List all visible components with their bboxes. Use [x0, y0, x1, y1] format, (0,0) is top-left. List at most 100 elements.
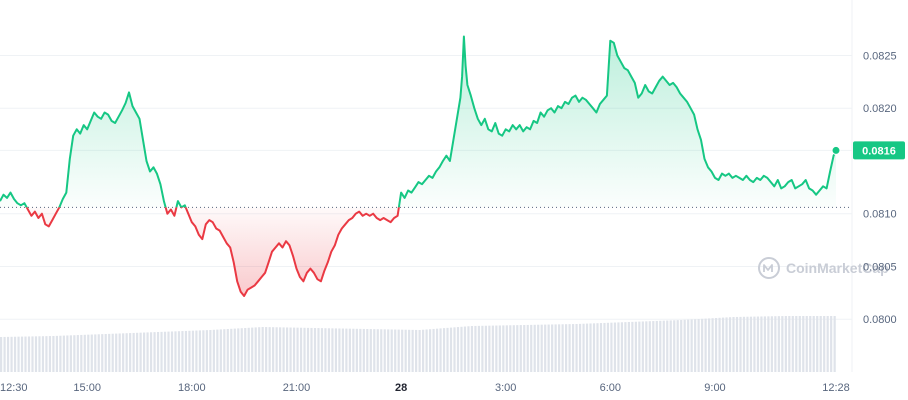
volume-bar	[212, 329, 215, 372]
volume-bar	[781, 316, 784, 372]
volume-bar	[394, 329, 397, 372]
volume-bar	[59, 335, 62, 372]
volume-bar	[334, 328, 338, 372]
volume-bar	[788, 316, 791, 372]
volume-bar	[585, 323, 589, 372]
volume-bar	[244, 328, 247, 372]
volume-bar	[655, 320, 658, 372]
volume-bar	[530, 324, 533, 372]
volume-bar	[362, 328, 365, 372]
volume-bar	[76, 335, 79, 372]
volume-bar	[613, 322, 617, 372]
volume-bar	[533, 324, 536, 372]
x-tick-label: 3:00	[495, 382, 516, 394]
volume-bar	[791, 316, 794, 372]
volume-bar	[631, 321, 634, 372]
volume-bar	[537, 324, 540, 372]
volume-bar	[331, 328, 334, 372]
volume-bar	[809, 316, 812, 372]
current-price-dot	[831, 145, 841, 155]
volume-bar	[348, 328, 351, 372]
volume-bar	[104, 334, 107, 372]
volume-bar	[205, 330, 208, 372]
volume-bar	[763, 316, 767, 372]
volume-bar	[195, 330, 198, 372]
y-tick-label: 0.0810	[863, 209, 897, 221]
volume-bar	[777, 316, 780, 372]
volume-bar	[272, 327, 275, 372]
volume-bar	[10, 336, 13, 372]
volume-bar	[387, 329, 390, 372]
volume-bar	[83, 334, 86, 372]
volume-bar	[571, 324, 575, 372]
volume-bar	[275, 327, 278, 372]
volume-bar	[547, 324, 550, 372]
volume-bar	[760, 316, 763, 372]
volume-bar	[523, 325, 526, 372]
volume-bar	[108, 333, 111, 372]
volume-bar	[519, 325, 522, 372]
volume-bar	[313, 328, 317, 372]
volume-bar	[408, 329, 411, 372]
volume-bar	[142, 332, 146, 372]
volume-bar	[540, 324, 543, 372]
volume-bar	[463, 326, 467, 372]
volume-bar	[285, 327, 289, 372]
volume-bar	[470, 326, 474, 372]
volume-bar	[718, 317, 721, 372]
volume-bar	[380, 329, 383, 372]
volume-bar	[94, 334, 97, 372]
volume-bar	[27, 336, 31, 372]
volume-bar	[90, 334, 93, 372]
price-area	[0, 36, 836, 296]
volume-bar	[728, 317, 732, 372]
volume-bar	[502, 325, 505, 372]
volume-bar	[620, 322, 624, 372]
volume-bar	[45, 336, 48, 372]
volume-bar	[184, 330, 188, 372]
volume-bar	[774, 316, 777, 372]
volume-bar	[756, 316, 760, 372]
volume-bar	[132, 332, 135, 372]
volume-bar	[474, 325, 477, 372]
x-tick-label: 6:00	[600, 382, 621, 394]
volume-bar	[578, 323, 582, 372]
volume-bar	[122, 333, 125, 372]
volume-bar	[327, 328, 331, 372]
volume-bar	[118, 333, 121, 372]
price-line	[0, 35, 837, 297]
volume-bar	[230, 328, 233, 372]
volume-bar	[714, 318, 718, 372]
volume-bar	[306, 327, 310, 372]
volume-bar	[251, 327, 254, 372]
volume-bar	[292, 327, 296, 372]
volume-bar	[345, 328, 348, 372]
volume-bar	[390, 329, 393, 372]
volume-bar	[627, 322, 630, 372]
volume-bar	[369, 329, 372, 372]
volume-bar	[603, 322, 606, 372]
volume-bar	[376, 329, 379, 372]
volume-bar	[69, 335, 72, 372]
volume-bar	[606, 322, 610, 372]
volume-bar	[826, 316, 829, 372]
volume-bar	[425, 329, 428, 372]
volume-bar	[38, 336, 41, 372]
volume-bar	[575, 324, 578, 372]
volume-bar	[439, 328, 442, 372]
volume-bar	[80, 334, 83, 372]
watermark-text: CoinMarketCap	[786, 260, 889, 276]
volume-bar	[240, 328, 243, 372]
volume-bar	[397, 329, 400, 372]
volume-bar	[582, 323, 585, 372]
volume-bar	[359, 328, 362, 372]
volume-bar	[20, 336, 24, 372]
volume-bar	[819, 316, 822, 372]
volume-bar	[3, 336, 6, 372]
volume-bar	[624, 322, 627, 372]
volume-bar	[289, 327, 292, 372]
volume-bar	[725, 317, 728, 372]
volume-bar	[735, 316, 739, 372]
